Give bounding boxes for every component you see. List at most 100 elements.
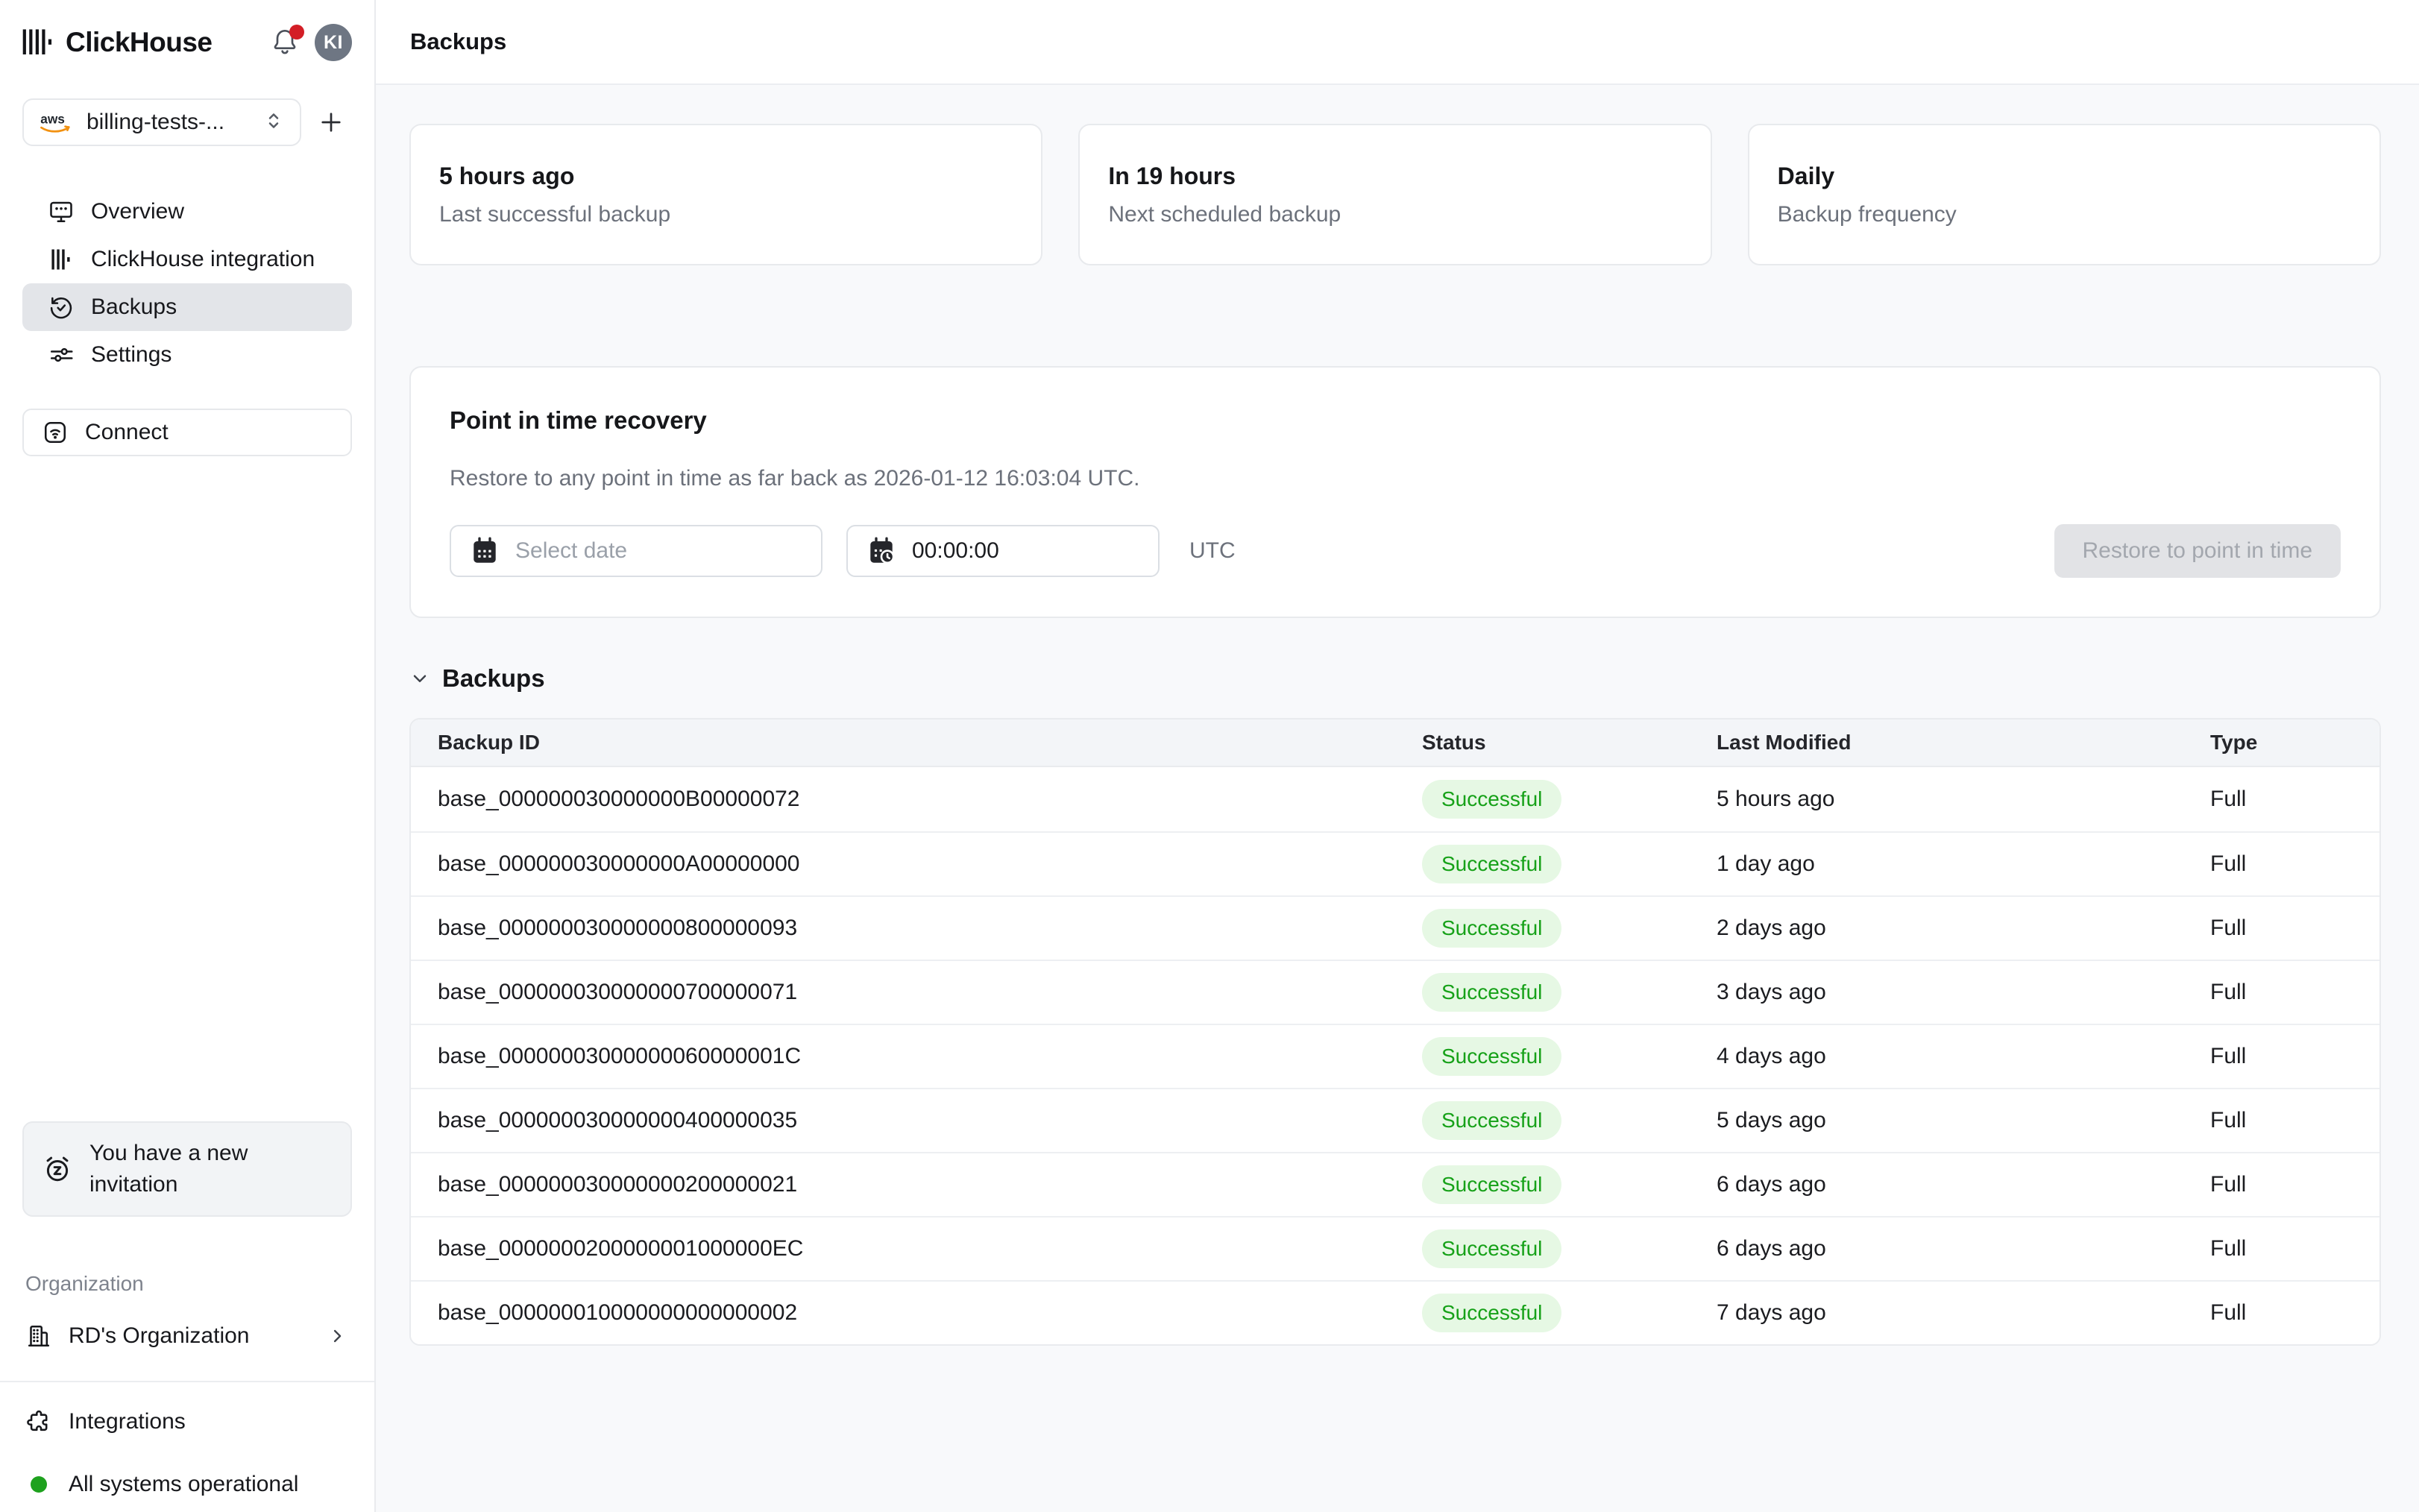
status-badge: Successful	[1422, 1165, 1562, 1204]
organization-section-label: Organization	[25, 1272, 144, 1295]
table-row[interactable]: base_000000030000000400000035 Successful…	[411, 1088, 2379, 1152]
presentation-icon	[48, 198, 75, 225]
sliders-icon	[48, 341, 75, 368]
clickhouse-logo-icon	[22, 28, 54, 57]
clickhouse-bars-icon	[48, 246, 75, 273]
table-row[interactable]: base_00000003000000060000001C Successful…	[411, 1024, 2379, 1088]
add-service-button[interactable]	[310, 101, 352, 143]
table-row[interactable]: base_000000030000000200000021 Successful…	[411, 1152, 2379, 1216]
last-modified: 3 days ago	[1717, 980, 1826, 1004]
page-title: Backups	[410, 28, 507, 54]
time-value: 00:00:00	[912, 538, 999, 563]
backup-id: base_0000000200000001000000EC	[438, 1236, 804, 1261]
sidebar-item-overview[interactable]: Overview	[22, 188, 352, 236]
building-icon	[25, 1323, 52, 1349]
restore-button[interactable]: Restore to point in time	[2054, 524, 2341, 578]
sidebar-item-label: Settings	[91, 342, 172, 367]
integrations-link[interactable]: Integrations	[22, 1399, 352, 1445]
status-badge: Successful	[1422, 973, 1562, 1012]
sidebar-item-label: Backups	[91, 294, 177, 319]
summary-cards: 5 hours ago Last successful backup In 19…	[409, 124, 2381, 265]
last-modified: 5 days ago	[1717, 1108, 1826, 1133]
sidebar-item-label: Overview	[91, 199, 185, 224]
sidebar-item-label: ClickHouse integration	[91, 247, 315, 271]
table-row[interactable]: base_0000000200000001000000EC Successful…	[411, 1216, 2379, 1280]
connect-button[interactable]: Connect	[22, 409, 352, 456]
pitr-title: Point in time recovery	[450, 406, 707, 434]
table-row[interactable]: base_000000030000000A00000000 Successful…	[411, 831, 2379, 895]
timezone-label: UTC	[1189, 538, 1236, 563]
organization-switcher[interactable]: RD's Organization	[22, 1312, 352, 1360]
brand-row: ClickHouse KI	[22, 0, 352, 85]
page-header: Backups	[376, 0, 2419, 85]
puzzle-icon	[25, 1408, 52, 1435]
backup-type: Full	[2210, 851, 2247, 876]
card-label: Last successful backup	[439, 201, 671, 227]
service-name: billing-tests-...	[86, 110, 225, 134]
system-status-link[interactable]: All systems operational	[22, 1461, 352, 1508]
backup-id: base_000000030000000200000021	[438, 1172, 798, 1197]
status-badge: Successful	[1422, 909, 1562, 948]
organization-name: RD's Organization	[69, 1323, 250, 1348]
pitr-description: Restore to any point in time as far back…	[450, 466, 1140, 491]
main-content: Backups 5 hours ago Last successful back…	[376, 0, 2419, 1512]
plus-icon	[321, 113, 341, 132]
card-value: Daily	[1777, 162, 1835, 189]
table-row[interactable]: base_000000030000000B00000072 Successful…	[411, 767, 2379, 831]
backup-id: base_000000030000000B00000072	[438, 787, 800, 811]
sidebar-item-backups[interactable]: Backups	[22, 283, 352, 331]
time-input[interactable]: 00:00:00	[846, 525, 1160, 577]
service-selector[interactable]: aws billing-tests-...	[22, 98, 301, 146]
calendar-clock-icon	[866, 535, 897, 567]
sidebar-item-settings[interactable]: Settings	[22, 331, 352, 379]
status-badge: Successful	[1422, 1037, 1562, 1076]
backup-type: Full	[2210, 1108, 2247, 1133]
connect-label: Connect	[85, 420, 169, 444]
svg-text:aws: aws	[40, 111, 65, 126]
chevron-down-icon	[409, 668, 430, 689]
backups-section-toggle[interactable]: Backups	[409, 664, 2381, 693]
sidebar-menu: Overview ClickHouse integration	[22, 188, 352, 379]
chevron-right-icon	[327, 1326, 347, 1346]
backup-id: base_000000030000000400000035	[438, 1108, 798, 1133]
last-modified: 5 hours ago	[1717, 787, 1835, 811]
status-badge: Successful	[1422, 845, 1562, 883]
backup-id: base_00000003000000060000001C	[438, 1044, 802, 1068]
last-modified: 6 days ago	[1717, 1172, 1826, 1197]
date-input[interactable]: Select date	[450, 525, 822, 577]
table-row[interactable]: base_000000030000000700000071 Successful…	[411, 960, 2379, 1024]
column-header-type: Type	[2210, 731, 2258, 754]
status-badge: Successful	[1422, 1294, 1562, 1332]
last-modified: 7 days ago	[1717, 1300, 1826, 1325]
column-header-status: Status	[1422, 731, 1486, 754]
status-badge: Successful	[1422, 1229, 1562, 1268]
last-modified: 1 day ago	[1717, 851, 1815, 876]
backup-id: base_000000010000000000000002	[438, 1300, 798, 1325]
history-icon	[48, 294, 75, 321]
point-in-time-recovery-card: Point in time recovery Restore to any po…	[409, 366, 2381, 618]
backup-type: Full	[2210, 1300, 2247, 1325]
brand-name: ClickHouse	[66, 27, 213, 57]
table-body: base_000000030000000B00000072 Successful…	[411, 767, 2379, 1344]
backup-type: Full	[2210, 1044, 2247, 1068]
notification-dot	[289, 25, 304, 40]
invitation-banner[interactable]: You have a new invitation	[22, 1121, 352, 1217]
column-header-last-modified: Last Modified	[1717, 731, 1852, 754]
backup-id: base_000000030000000800000093	[438, 916, 798, 940]
notifications-button[interactable]	[270, 25, 304, 59]
backup-id: base_000000030000000700000071	[438, 980, 798, 1004]
calendar-icon	[469, 535, 500, 567]
card-next-scheduled-backup: In 19 hours Next scheduled backup	[1078, 124, 1712, 265]
card-value: In 19 hours	[1108, 162, 1236, 189]
table-row[interactable]: base_000000010000000000000002 Successful…	[411, 1280, 2379, 1344]
table-row[interactable]: base_000000030000000800000093 Successful…	[411, 895, 2379, 960]
backup-type: Full	[2210, 787, 2247, 811]
date-placeholder: Select date	[515, 538, 628, 563]
status-green-dot	[31, 1476, 47, 1493]
card-label: Backup frequency	[1777, 201, 1957, 227]
alarm-snooze-icon	[42, 1153, 73, 1185]
sidebar-item-clickhouse-integration[interactable]: ClickHouse integration	[22, 236, 352, 283]
backup-id: base_000000030000000A00000000	[438, 851, 800, 876]
avatar[interactable]: KI	[315, 24, 352, 61]
